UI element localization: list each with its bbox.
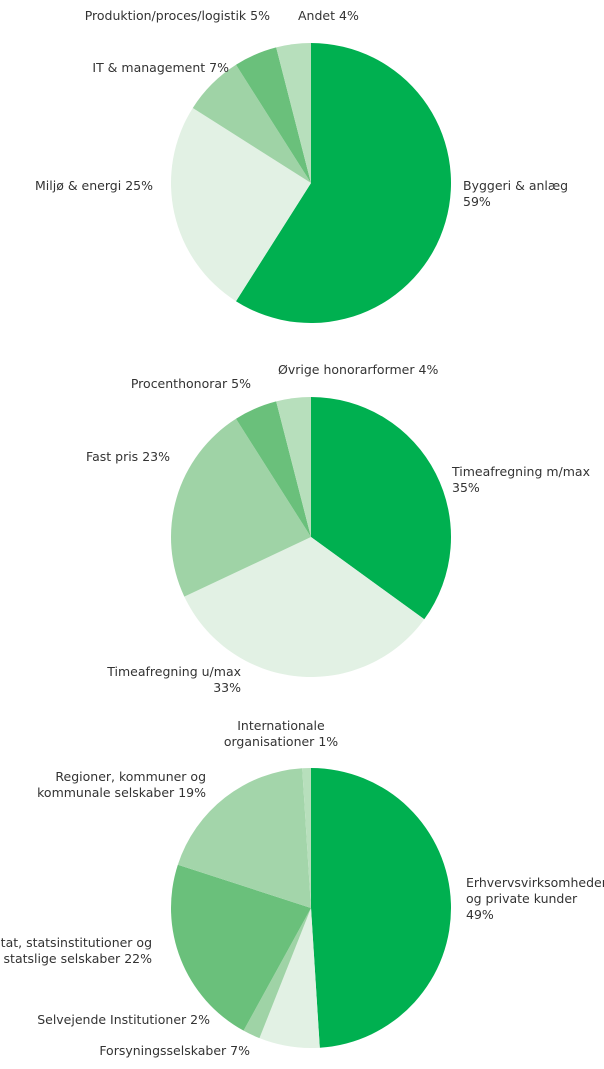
category-label: Byggeri & anlæg bbox=[463, 178, 568, 193]
pie-slice bbox=[311, 767, 452, 1048]
pie-slice bbox=[171, 418, 311, 597]
pie-slice bbox=[311, 397, 451, 620]
category-label: Regioner, kommuner og kommunale selskaber bbox=[37, 769, 206, 800]
category-label: Stat, statsinstitutioner og statslige sel… bbox=[0, 935, 152, 966]
slice-label: Internationale organisationer 1% bbox=[224, 718, 338, 749]
category-label: Selvejende Institutioner bbox=[37, 1012, 187, 1027]
pie-slice bbox=[184, 537, 425, 677]
pie-slice bbox=[235, 401, 311, 537]
value-label: 25% bbox=[125, 178, 153, 193]
category-label: Forsyningsselskaber bbox=[99, 1043, 227, 1058]
value-label: 49% bbox=[466, 907, 494, 922]
category-label: Internationale organisationer bbox=[224, 718, 325, 749]
category-label: Andet bbox=[298, 8, 335, 23]
category-label: Produktion/proces/logistik bbox=[85, 8, 247, 23]
slice-label: Miljø & energi 25% bbox=[35, 178, 153, 193]
pie-slice bbox=[235, 47, 311, 183]
slice-label: Procenthonorar 5% bbox=[131, 376, 251, 391]
slice-label: Byggeri & anlæg 59% bbox=[463, 178, 568, 209]
pie-slice bbox=[170, 864, 311, 1031]
slice-label: Regioner, kommuner og kommunale selskaber… bbox=[37, 769, 206, 800]
slice-label: Andet 4% bbox=[298, 8, 359, 23]
slice-label: Stat, statsinstitutioner og statslige sel… bbox=[0, 935, 152, 966]
pie-slice bbox=[192, 64, 311, 183]
pie-slice bbox=[243, 908, 311, 1039]
value-label: 4% bbox=[339, 8, 359, 23]
value-label: 1% bbox=[318, 734, 338, 749]
value-label: 59% bbox=[463, 194, 491, 209]
pie-slice bbox=[177, 768, 311, 908]
slice-label: Timeafregning u/max 33% bbox=[106, 664, 241, 695]
value-label: 33% bbox=[213, 680, 241, 695]
slice-label: Produktion/proces/logistik 5% bbox=[85, 8, 270, 23]
category-label: Timeafregning m/max bbox=[451, 464, 590, 479]
category-label: Fast pris bbox=[86, 449, 138, 464]
slice-label: Forsyningsselskaber 7% bbox=[99, 1043, 250, 1058]
slice-label: Øvrige honorarformer 4% bbox=[278, 362, 438, 377]
category-label: Øvrige honorarformer bbox=[278, 362, 415, 377]
category-label: Erhvervsvirksomheder og private kunder bbox=[466, 875, 604, 906]
value-label: 19% bbox=[178, 785, 206, 800]
category-label: IT & management bbox=[92, 60, 205, 75]
pie-slice bbox=[276, 43, 311, 183]
value-label: 22% bbox=[124, 951, 152, 966]
value-label: 4% bbox=[419, 362, 439, 377]
slice-label: IT & management 7% bbox=[92, 60, 229, 75]
value-label: 23% bbox=[142, 449, 170, 464]
pie-slice bbox=[276, 397, 311, 537]
pie-slice bbox=[170, 107, 311, 302]
pie-slice bbox=[302, 768, 311, 908]
category-label: Miljø & energi bbox=[35, 178, 121, 193]
value-label: 5% bbox=[231, 376, 251, 391]
pie-slice bbox=[235, 43, 452, 324]
value-label: 35% bbox=[452, 480, 480, 495]
category-label: Procenthonorar bbox=[131, 376, 228, 391]
slice-label: Erhvervsvirksomheder og private kunder 49% bbox=[466, 875, 604, 922]
value-label: 7% bbox=[209, 60, 229, 75]
value-label: 7% bbox=[230, 1043, 250, 1058]
slice-label: Fast pris 23% bbox=[86, 449, 170, 464]
value-label: 2% bbox=[190, 1012, 210, 1027]
value-label: 5% bbox=[250, 8, 270, 23]
slice-label: Selvejende Institutioner 2% bbox=[37, 1012, 210, 1027]
slice-label: Timeafregning m/max 35% bbox=[451, 464, 590, 495]
pie-slice bbox=[259, 908, 320, 1048]
category-label: Timeafregning u/max bbox=[106, 664, 241, 679]
